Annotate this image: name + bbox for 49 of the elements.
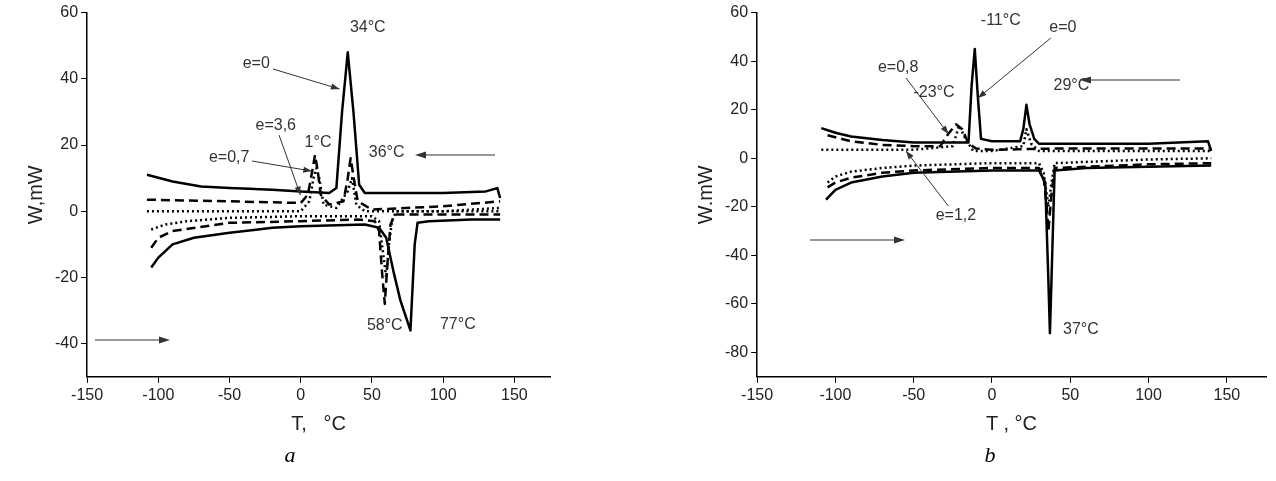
x-tick-label: -50 — [902, 385, 926, 403]
x-tick-label: 50 — [1061, 385, 1080, 403]
annotation: 37°C — [1063, 319, 1099, 337]
y-tick-label: -20 — [55, 267, 79, 285]
x-tick-label: -50 — [217, 385, 242, 403]
annotation: 36°C — [368, 143, 405, 161]
y-tick-label: 20 — [730, 100, 749, 118]
x-tick-label: 0 — [987, 385, 997, 403]
annotation: e=3,6 — [255, 115, 297, 133]
x-tick-label: -150 — [741, 385, 774, 403]
annotation: 34°C — [349, 17, 386, 35]
y-tick-label: 0 — [69, 201, 79, 219]
x-axis-title: T , °C — [986, 411, 1038, 434]
x-axis-title: T, °C — [291, 411, 346, 434]
y-axis-title: W.mW — [693, 165, 716, 225]
y-tick-label: 20 — [60, 135, 79, 153]
annotation: 29°C — [1053, 76, 1090, 94]
annotation: e=0,7 — [208, 147, 250, 165]
annotation: e=0 — [1049, 17, 1077, 35]
x-tick-label: 150 — [501, 385, 528, 403]
annotation: e=0 — [242, 54, 270, 72]
annotation: 77°C — [439, 314, 476, 332]
x-tick-label: 100 — [429, 385, 457, 403]
y-tick-label: 60 — [60, 3, 79, 21]
x-tick-label: -100 — [819, 385, 852, 403]
x-tick-label: -100 — [142, 385, 175, 403]
y-tick-label: -40 — [725, 245, 749, 263]
y-tick-label: -60 — [725, 294, 749, 312]
x-tick-label: 100 — [1135, 385, 1163, 403]
text: b — [983, 442, 997, 468]
x-tick-label: 50 — [363, 385, 381, 403]
text: a — [283, 442, 297, 468]
y-tick-label: 0 — [739, 148, 749, 166]
y-tick-label: 40 — [730, 51, 749, 69]
y-tick-label: -20 — [725, 197, 749, 215]
x-tick-label: 0 — [296, 385, 306, 403]
x-tick-label: -150 — [71, 385, 104, 403]
y-tick-label: -80 — [725, 342, 749, 360]
y-axis-title: W,mW — [23, 165, 46, 225]
annotation: e=1,2 — [935, 206, 977, 224]
annotation: -11°C — [980, 11, 1021, 29]
y-tick-label: 60 — [730, 3, 749, 21]
annotation: e=0,8 — [877, 58, 919, 76]
y-tick-label: 40 — [60, 69, 79, 87]
x-tick-label: 150 — [1213, 385, 1241, 403]
annotation: 58°C — [366, 316, 403, 334]
annotation: -23°C — [913, 82, 955, 100]
y-tick-label: -40 — [55, 334, 79, 352]
annotation: 1°C — [304, 133, 332, 151]
